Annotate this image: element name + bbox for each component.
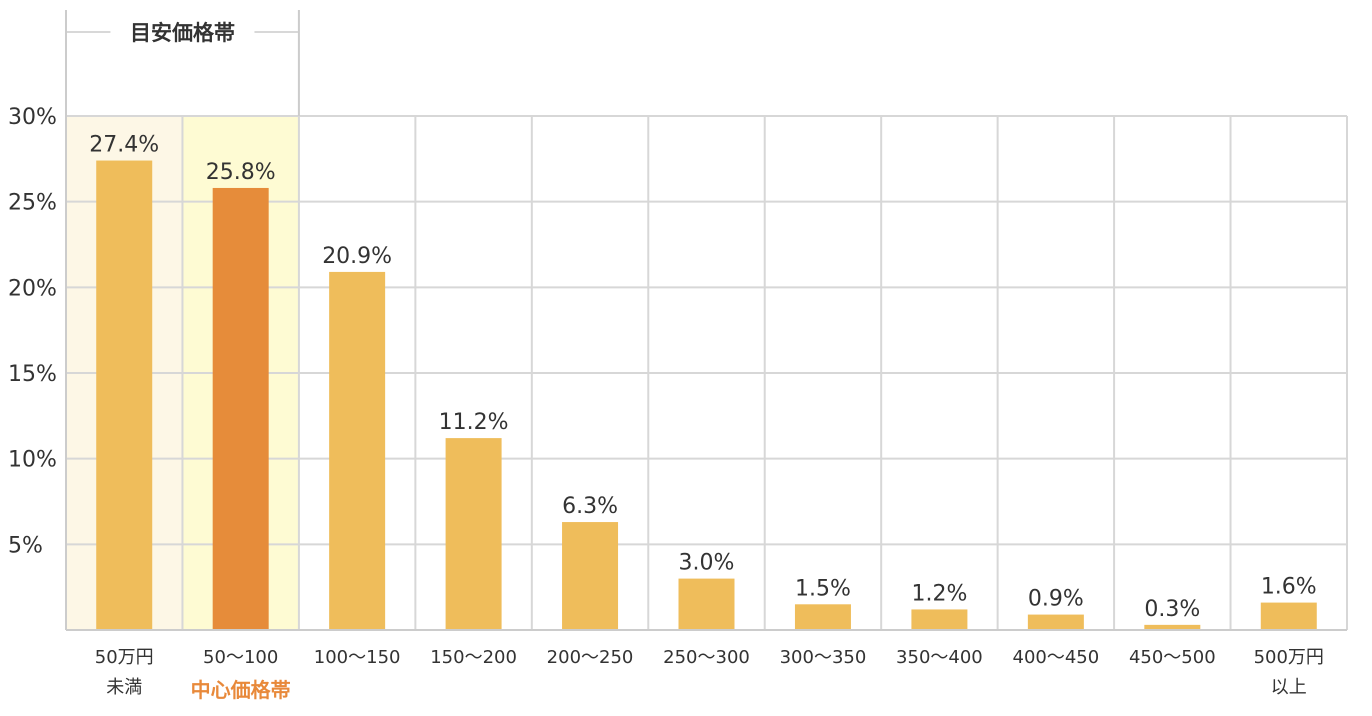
data-label-5: 3.0% <box>679 551 735 576</box>
y-tick-label: 15% <box>8 362 57 387</box>
data-label-8: 0.9% <box>1028 587 1084 612</box>
price-band-title: 目安価格帯 <box>130 21 235 45</box>
x-tick-label-7: 350〜400 <box>896 647 983 668</box>
bar-10 <box>1260 602 1317 630</box>
x-tick-label-6: 300〜350 <box>780 647 867 668</box>
data-label-4: 6.3% <box>562 494 618 519</box>
data-label-2: 20.9% <box>322 244 392 269</box>
center-band-label: 中心価格帯 <box>191 678 291 702</box>
y-tick-label: 5% <box>8 533 43 558</box>
bar-1 <box>212 187 269 630</box>
data-label-3: 11.2% <box>439 410 509 435</box>
x-tick-label-5: 250〜300 <box>663 647 750 668</box>
y-tick-label: 25% <box>8 191 57 216</box>
grid-lines <box>66 115 1348 630</box>
data-label-10: 1.6% <box>1261 575 1317 600</box>
x-tick-label-10: 500万円 <box>1254 647 1324 668</box>
y-tick-label: 20% <box>8 276 57 301</box>
x-tick-label-0: 50万円 <box>95 647 154 668</box>
data-label-9: 0.3% <box>1144 597 1200 622</box>
y-tick-label: 30% <box>8 105 57 130</box>
bar-5 <box>678 578 735 630</box>
x-tick-label-8: 400〜450 <box>1013 647 1100 668</box>
data-labels: 27.4% 25.8% 20.9% 11.2% 6.3% 3.0% 1.5% 1.2% 0.9%… <box>89 133 1316 622</box>
bars <box>96 160 1317 630</box>
x-tick-label-9: 450〜500 <box>1129 647 1216 668</box>
bar-2 <box>329 271 386 630</box>
x-tick-label-0: 未満 <box>106 677 142 698</box>
bar-3 <box>445 438 502 630</box>
x-tick-label-1: 50〜100 <box>203 647 278 668</box>
x-tick-label-3: 150〜200 <box>430 647 517 668</box>
bar-0 <box>96 160 153 630</box>
bar-6 <box>794 604 851 630</box>
y-axis: 5% 10% 15% 20% 25% 30% <box>8 10 67 630</box>
x-tick-label-4: 200〜250 <box>547 647 634 668</box>
data-label-6: 1.5% <box>795 576 851 601</box>
price-band-bracket: 目安価格帯 <box>66 10 300 116</box>
bar-9 <box>1144 624 1201 630</box>
bar-7 <box>911 609 968 630</box>
x-tick-label-2: 100〜150 <box>314 647 401 668</box>
bar-4 <box>562 522 619 630</box>
bar-8 <box>1027 614 1084 630</box>
x-tick-label-10: 以上 <box>1271 677 1307 698</box>
data-label-1: 25.8% <box>206 160 276 185</box>
y-tick-label: 10% <box>8 448 57 473</box>
data-label-0: 27.4% <box>89 133 159 158</box>
data-label-7: 1.2% <box>911 581 967 606</box>
